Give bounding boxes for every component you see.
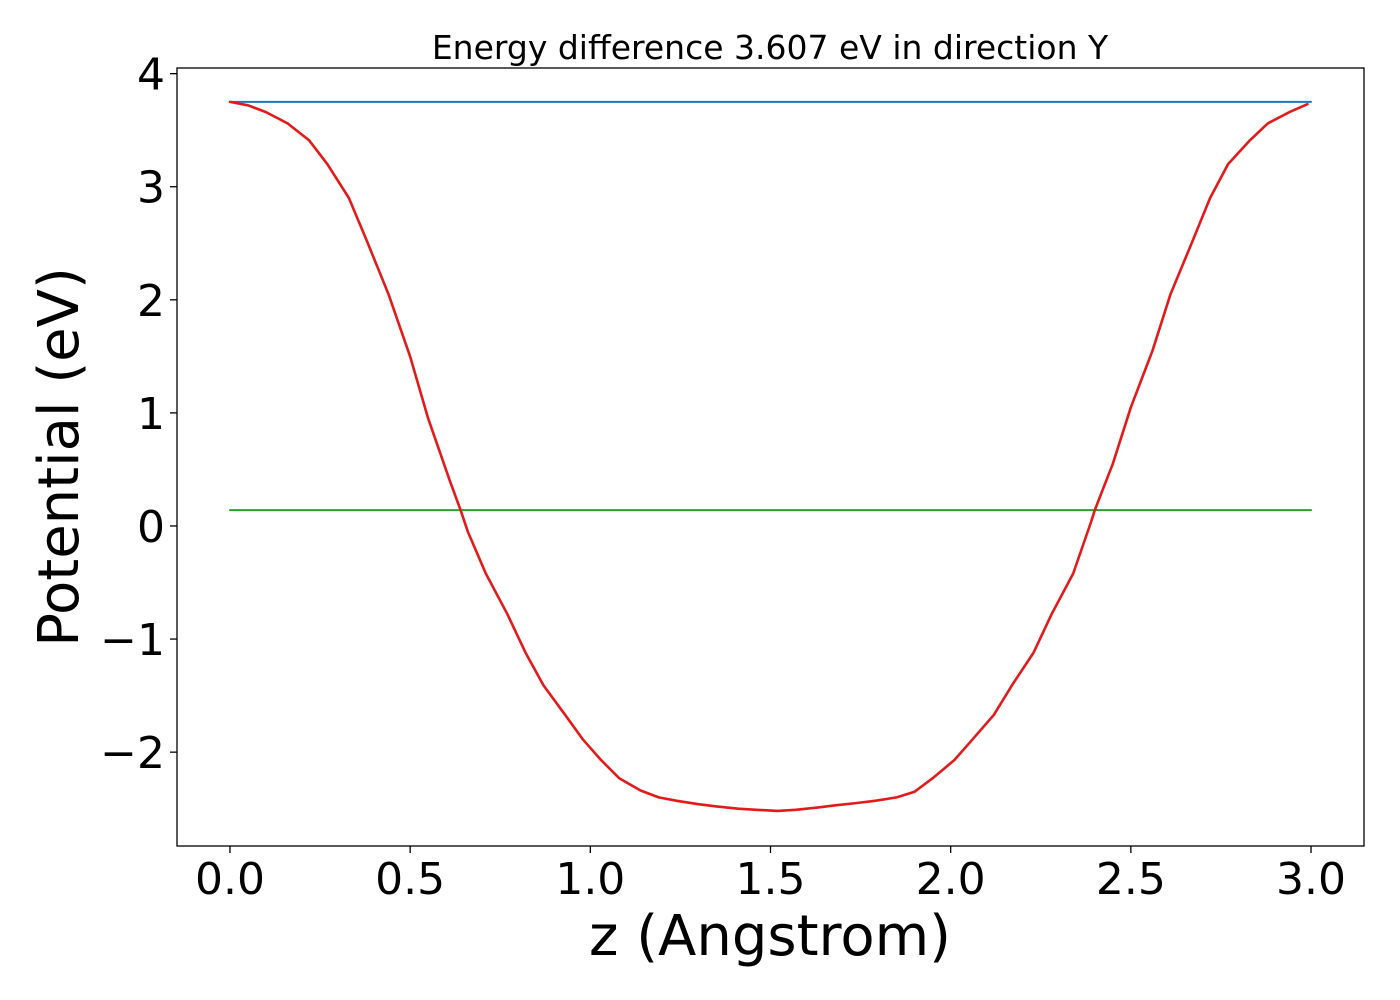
y-tick-label: 0 (137, 502, 165, 553)
y-tick-label: −2 (100, 728, 165, 779)
series-line-2 (228, 100, 1309, 813)
x-tick-label: 2.5 (1096, 854, 1166, 905)
x-tick-label: 2.0 (916, 854, 986, 905)
x-tick-label: 1.0 (555, 854, 625, 905)
y-axis-ticks: −2 −1 0 1 2 3 4 (100, 50, 177, 779)
y-tick-label: 1 (137, 389, 165, 440)
series-layer (228, 100, 1312, 813)
x-tick-label: 3.0 (1276, 854, 1346, 905)
y-tick-label: 3 (137, 163, 165, 214)
chart-title: Energy difference 3.607 eV in direction … (432, 28, 1109, 67)
y-tick-label: −1 (100, 615, 165, 666)
y-axis-label: Potential (eV) (27, 267, 92, 647)
x-axis-ticks: 0.0 0.5 1.0 1.5 2.0 2.5 3.0 (195, 846, 1346, 905)
x-tick-label: 0.5 (375, 854, 445, 905)
y-tick-label: 2 (137, 276, 165, 327)
x-tick-label: 0.0 (195, 854, 265, 905)
x-axis-label: z (Angstrom) (589, 904, 951, 969)
y-tick-label: 4 (137, 50, 165, 101)
x-tick-label: 1.5 (736, 854, 806, 905)
